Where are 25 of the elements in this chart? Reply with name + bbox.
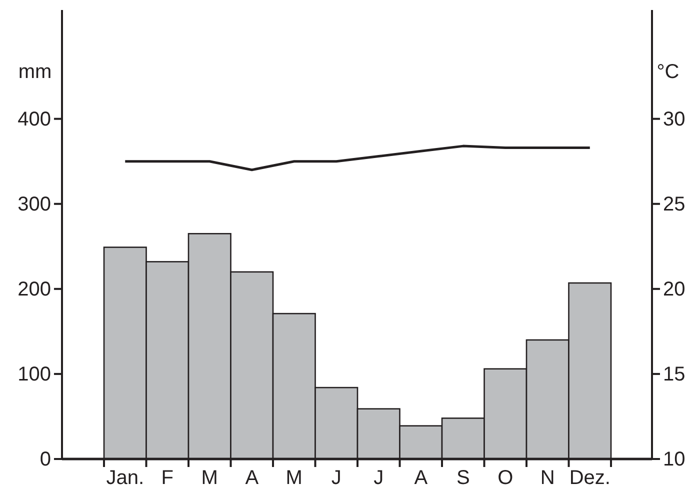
y2-tick-label: 30 xyxy=(663,108,686,130)
y-tick-label: 400 xyxy=(18,108,51,130)
line-series xyxy=(124,144,592,172)
x-tick-label: N xyxy=(540,467,555,488)
y-tick-label: 0 xyxy=(40,448,51,470)
y-tick-label: 100 xyxy=(18,363,51,386)
x-tick-label: Jan. xyxy=(106,467,144,488)
x-tick-label: J xyxy=(374,467,384,488)
y-tick-label: 200 xyxy=(18,278,51,300)
y2-tick-label: 15 xyxy=(663,363,686,386)
x-tick-label: S xyxy=(456,467,470,488)
x-tick-label: F xyxy=(161,467,174,488)
y2-axis-title: °C xyxy=(656,61,680,83)
x-tick-label: J xyxy=(331,467,342,488)
x-tick-label: M xyxy=(286,467,302,488)
y-tick-label: 300 xyxy=(18,193,51,216)
x-tick-label: A xyxy=(414,467,428,488)
x-tick-label: A xyxy=(245,467,260,488)
x-tick-label: M xyxy=(201,467,218,488)
x-tick-label: O xyxy=(498,467,514,488)
y-axis-title: mm xyxy=(18,61,52,83)
y2-tick-label: 20 xyxy=(663,278,686,300)
y2-tick-label: 10 xyxy=(663,448,686,470)
y2-tick-label: 25 xyxy=(663,193,686,216)
x-tick-label: Dez. xyxy=(569,467,610,488)
